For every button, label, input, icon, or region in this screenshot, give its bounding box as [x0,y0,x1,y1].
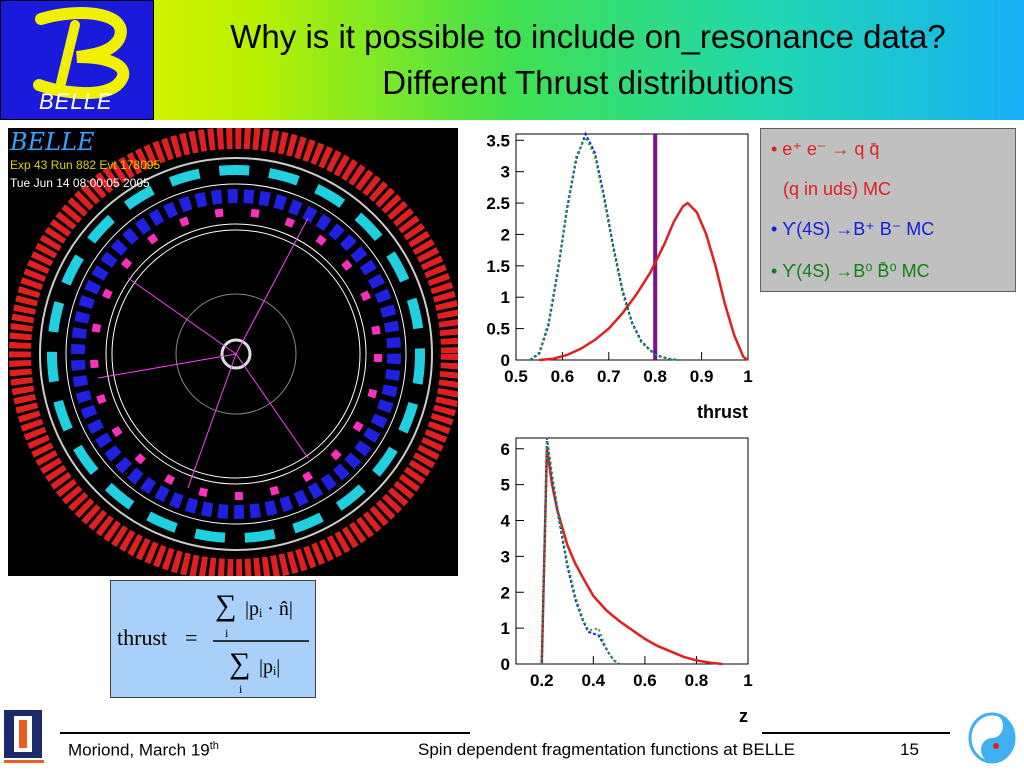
event-info-run: Exp 43 Run 882 Evt 178095 [10,158,161,172]
footer-talk-title: Spin dependent fragmentation functions a… [418,740,796,759]
x-tick-label: 0.2 [530,671,554,690]
detector-rings [9,127,463,581]
y-tick-label: 6 [501,440,510,459]
yin-yang-icon [968,712,1016,764]
series-line-2 [540,437,620,665]
formula-num-body: |pᵢ · n̂| [245,598,293,620]
uiuc-logo [4,710,44,764]
x-tick-label: 0.5 [504,367,528,386]
formula-lhs: thrust [117,625,167,650]
thrust-formula-box: thrust = ∑ |pᵢ · n̂| i ∑ |pᵢ| i [110,580,316,698]
y-tick-label: 2 [501,225,510,244]
x-tick-label: 0.8 [685,671,709,690]
formula-equals: = [185,625,197,650]
slide-header: BELLE Why is it possible to include on_r… [0,0,1024,120]
legend-item-qq-note: (q in uds) MC [783,179,892,199]
formula-den-index: i [239,682,243,696]
x-tick-label: 0.6 [633,671,657,690]
series-line-0 [539,201,749,362]
x-tick-label: 1 [743,671,752,690]
footer-rule-right [762,732,950,734]
footer-rule-left [60,732,470,734]
slide-title-line-2: Different Thrust distributions [382,64,794,101]
y-tick-label: 2.5 [486,194,510,213]
y-tick-label: 1 [501,288,510,307]
y-tick-label: 3.5 [486,131,510,150]
event-info-date: Tue Jun 14 08:00:05 2005 [10,176,150,190]
x-tick-label: 1 [743,367,752,386]
y-tick-label: 1.5 [486,257,510,276]
footer-venue-text: Moriond, March 19 [68,740,210,760]
thrust-distribution-plot: 0.5 0.6 0.7 0.8 0.9 1 0 0.5 1 1.5 2 2.5 3 3.5 thrust [470,126,760,426]
x-tick-label: 0.9 [690,367,714,386]
formula-num-sum: ∑ [215,589,236,622]
belle-b-logo-icon [33,7,130,99]
footer-venue-sup: th [209,740,219,752]
legend-item-b0b0: • ϒ(4S) →B⁰ B̄⁰ MC [771,261,930,281]
series-line-0 [540,448,723,666]
series-line-1 [540,437,620,665]
y-tick-label: 0 [501,655,510,674]
event-display-image: BELLE Exp 43 Run 882 Evt 178095 Tue Jun … [8,127,463,581]
thrust-formula: thrust = ∑ |pᵢ · n̂| i ∑ |pᵢ| i [117,589,309,696]
event-display-label: BELLE [10,128,95,156]
legend-item-qq: • e⁺ e⁻ → q q̄ [771,139,880,159]
x-tick-label: 0.4 [582,671,606,690]
z-plot-svg: 0.2 0.4 0.6 0.8 1 0 1 2 3 4 5 6 z [501,437,753,726]
plot-frame [515,437,749,665]
x-tick-label: 0.7 [597,367,621,386]
x-axis-label: z [739,706,748,726]
formula-den-sum: ∑ [229,647,250,680]
belle-logo: BELLE [0,0,154,120]
y-tick-label: 1 [501,619,510,638]
x-tick-label: 0.6 [551,367,575,386]
logo-text: BELLE [39,89,113,114]
page-number: 15 [900,740,919,759]
y-tick-label: 3 [501,163,510,182]
y-tick-label: 5 [501,476,510,495]
y-tick-label: 4 [501,512,511,531]
footer-venue: Moriond, March 19th [68,740,219,761]
legend-item-bpbm: • ϒ(4S) →B⁺ B⁻ MC [771,219,935,239]
z-distribution-plot: 0.2 0.4 0.6 0.8 1 0 1 2 3 4 5 6 z [470,430,760,730]
formula-den-body: |pᵢ| [259,656,280,678]
slide-title-line-1: Why is it possible to include on_resonan… [230,18,946,55]
legend-box: • e⁺ e⁻ → q q̄ (q in uds) MC • ϒ(4S) →B⁺… [760,128,1016,292]
formula-num-index: i [225,626,229,640]
yin-yang-logo [966,710,1018,766]
y-tick-label: 0 [501,351,510,370]
illinois-i-icon [4,710,44,763]
y-tick-label: 3 [501,547,510,566]
x-tick-label: 0.8 [643,367,667,386]
plot-frame [515,133,749,361]
y-tick-label: 2 [501,583,510,602]
x-axis-label: thrust [697,402,748,422]
y-tick-label: 0.5 [486,320,510,339]
